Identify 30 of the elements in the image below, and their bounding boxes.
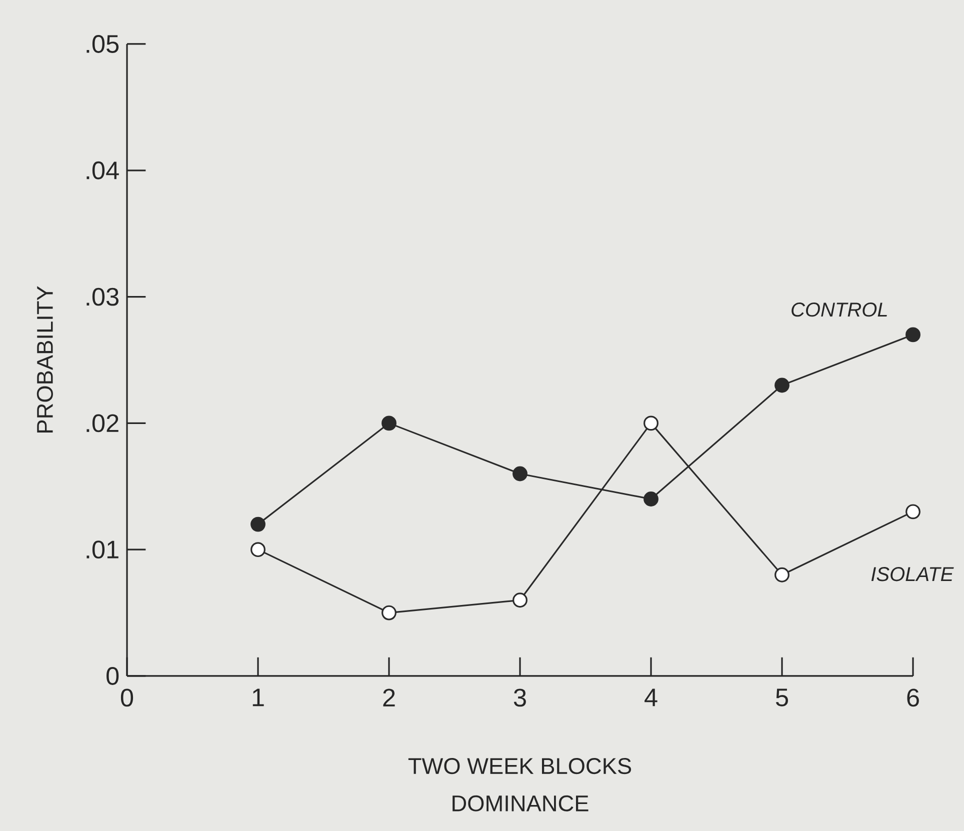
x-tick-label: 3 <box>514 688 526 707</box>
y-tick-label: .04 <box>86 161 119 180</box>
text: DOMINANCE <box>452 795 588 812</box>
x-tick-label: 2 <box>383 688 395 706</box>
y-tick-label: .03 <box>86 288 119 306</box>
point <box>644 416 658 431</box>
series-label: CONTROL <box>792 302 887 317</box>
point <box>250 542 266 558</box>
y-tick-label: .05 <box>86 35 119 53</box>
y-tick-label: .01 <box>86 540 118 559</box>
x-axis-title: TWO WEEK BLOCKS <box>408 758 632 774</box>
y-axis-title: PROBABILITY <box>36 286 53 432</box>
point <box>382 416 396 431</box>
point <box>774 567 790 582</box>
point <box>382 605 396 620</box>
x-tick-label: 5 <box>776 688 788 706</box>
x-tick-label: 0 <box>120 688 134 707</box>
point <box>512 592 528 608</box>
point <box>906 327 920 342</box>
y-tick-label: 0 <box>106 667 119 685</box>
point <box>250 516 266 532</box>
x-tick-label: 1 <box>252 688 264 706</box>
point <box>774 378 790 393</box>
point <box>906 504 920 520</box>
point <box>644 492 658 506</box>
y-tick-label: .02 <box>86 414 118 432</box>
point <box>512 466 528 482</box>
x-tick-label: 6 <box>907 688 919 707</box>
series-label: ISOLATE <box>871 567 954 582</box>
x-tick-label: 4 <box>644 688 658 706</box>
